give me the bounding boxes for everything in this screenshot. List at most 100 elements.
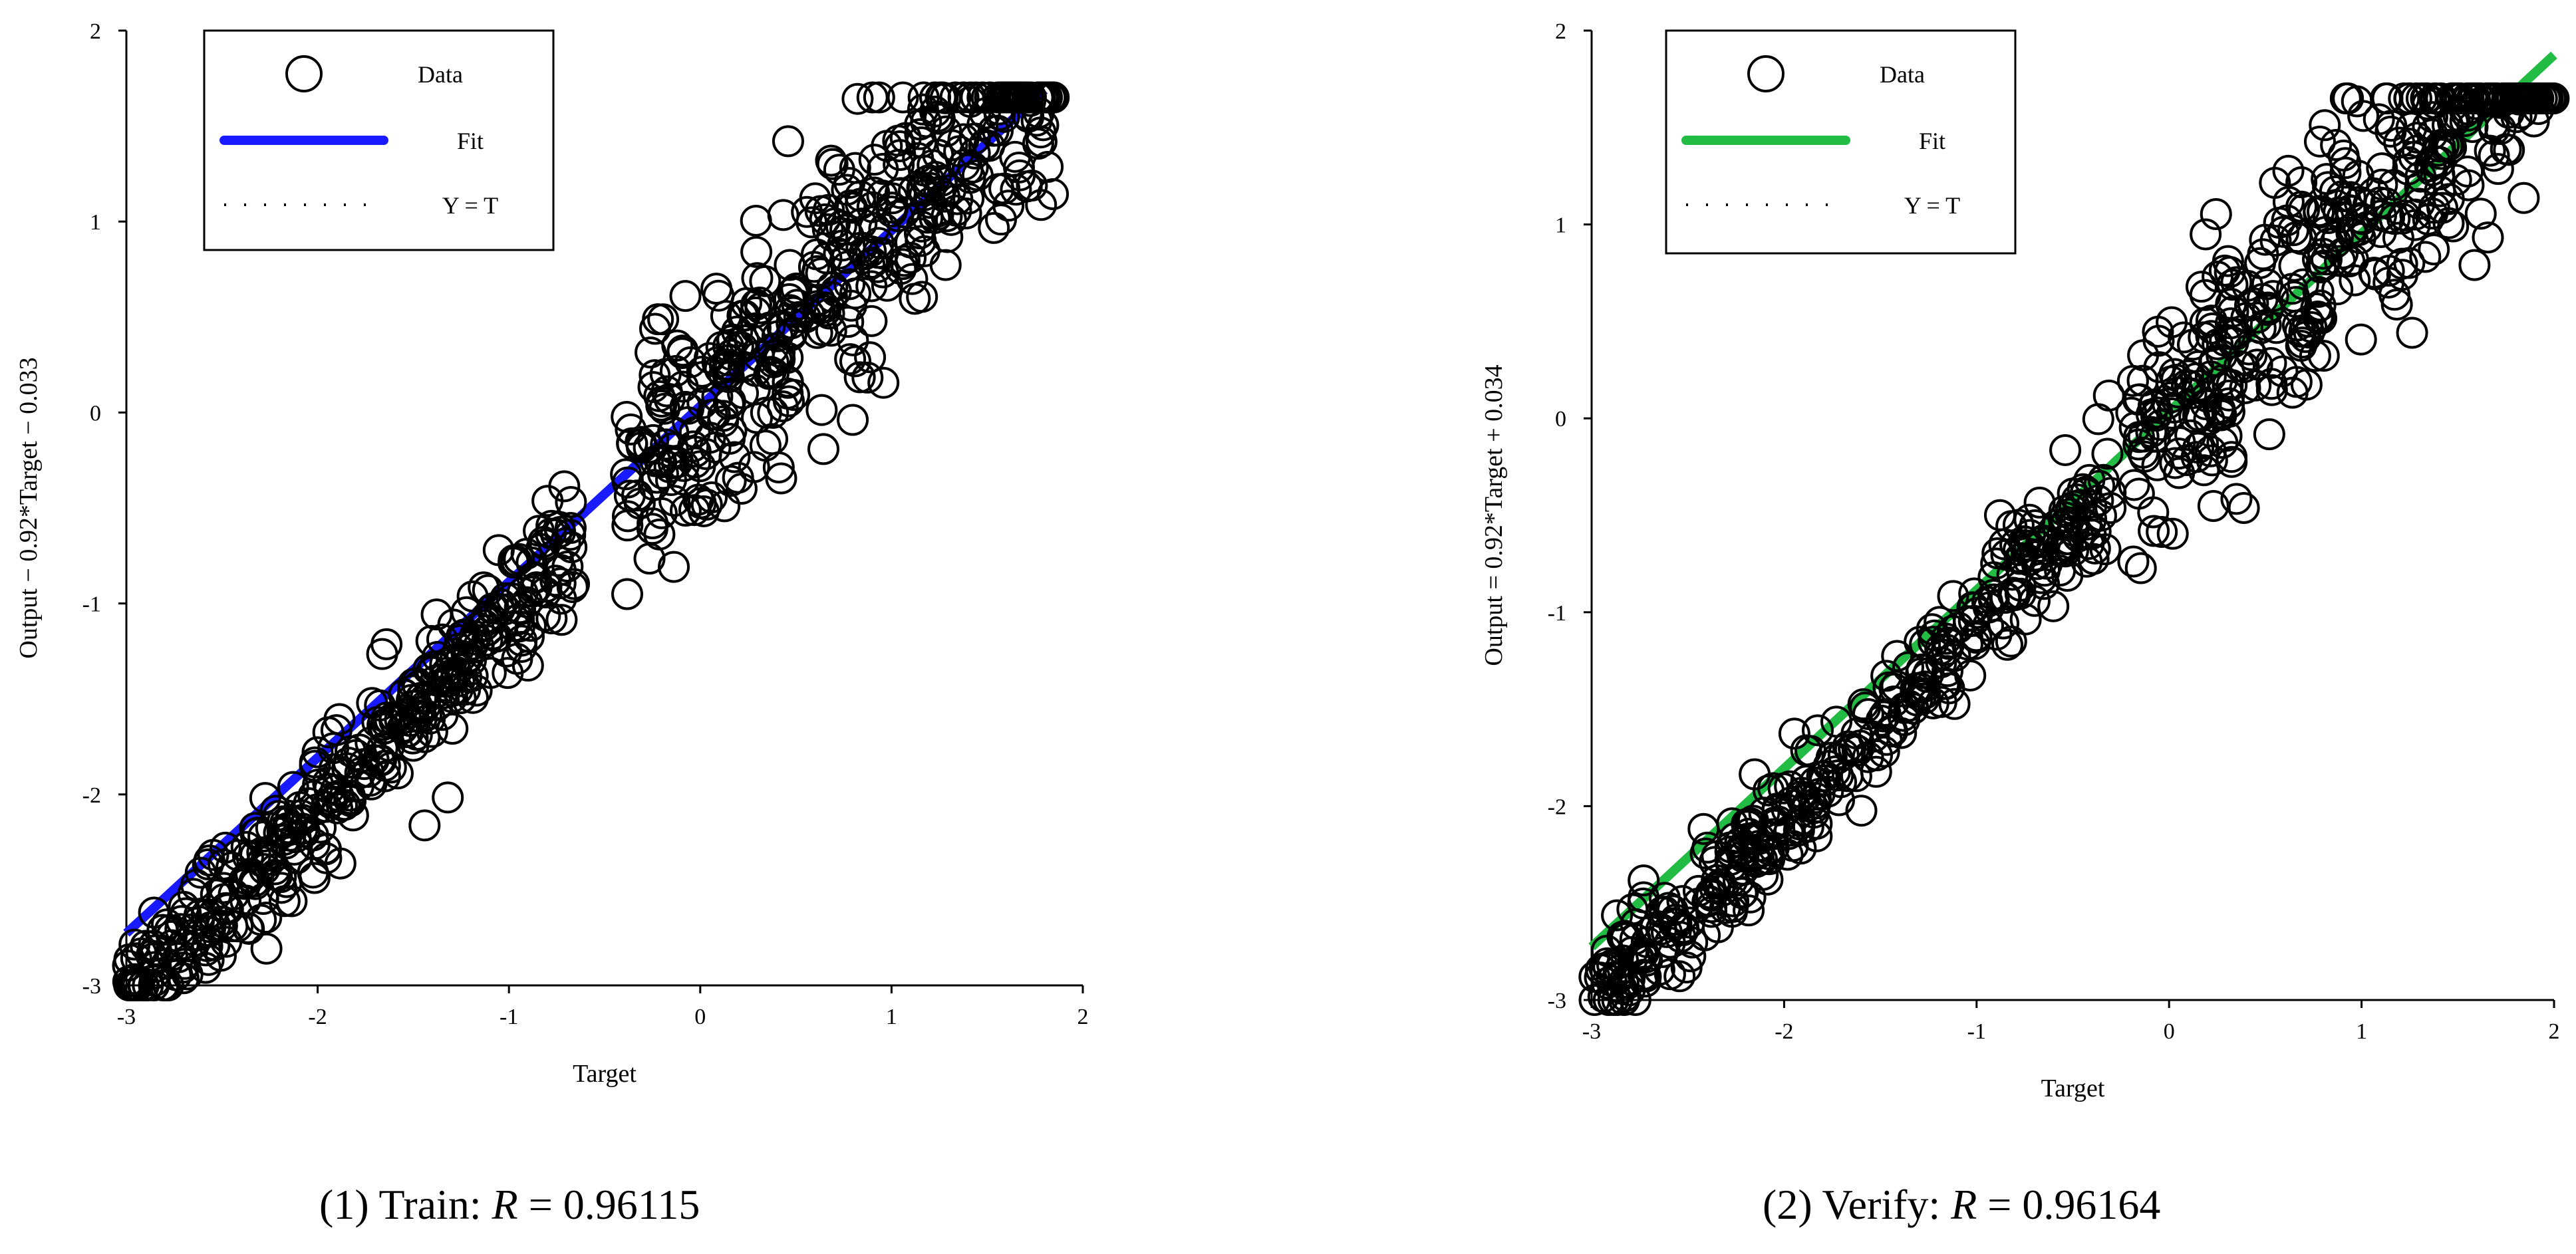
data-point — [1987, 607, 2020, 640]
data-point — [452, 640, 484, 673]
data-point — [2373, 201, 2406, 234]
data-point — [2073, 463, 2106, 496]
data-point — [883, 148, 915, 181]
data-point — [718, 441, 751, 473]
y-tick-label: -1 — [82, 592, 101, 617]
data-point — [694, 422, 726, 454]
data-point — [1790, 734, 1822, 767]
data-point — [1806, 760, 1838, 793]
data-point — [1777, 830, 1809, 862]
data-point — [884, 130, 917, 163]
data-point — [613, 479, 646, 512]
data-point — [265, 872, 298, 904]
data-point — [2156, 517, 2189, 550]
data-point — [230, 863, 263, 896]
data-point — [2152, 388, 2184, 420]
data-point — [809, 203, 841, 235]
data-point — [1707, 874, 1739, 907]
data-point — [420, 664, 452, 697]
data-point — [922, 138, 954, 171]
data-point — [708, 359, 740, 392]
data-point — [2369, 82, 2402, 115]
data-point — [167, 928, 200, 960]
data-point — [1628, 864, 1660, 897]
data-point — [999, 140, 1032, 173]
data-point — [2190, 218, 2222, 251]
train-caption-r-symbol: R — [492, 1181, 518, 1228]
data-point — [2180, 362, 2212, 395]
data-point — [2272, 186, 2305, 218]
data-point — [2193, 403, 2225, 436]
x-tick-label: 1 — [2356, 1019, 2367, 1044]
data-point — [895, 241, 927, 274]
data-point — [1870, 723, 1903, 756]
data-points — [1578, 82, 2570, 1016]
data-point — [773, 283, 805, 315]
data-point — [2229, 372, 2261, 404]
data-point — [837, 324, 869, 356]
data-point — [1845, 795, 1878, 827]
data-point — [904, 108, 936, 141]
x-tick-label: 2 — [2549, 1019, 2560, 1044]
data-point — [250, 932, 283, 965]
data-point — [990, 81, 1023, 114]
data-point — [2452, 156, 2484, 188]
data-point — [1626, 939, 1658, 971]
data-point — [797, 251, 830, 283]
data-point — [2309, 109, 2341, 142]
data-point — [545, 582, 577, 615]
data-point — [939, 81, 972, 114]
data-point — [700, 273, 733, 305]
data-point — [952, 182, 985, 215]
data-point — [2343, 214, 2375, 247]
data-point — [2200, 197, 2232, 230]
data-point — [2383, 126, 2416, 159]
data-point — [1739, 758, 1771, 791]
data-point — [2159, 447, 2192, 479]
data-point — [511, 650, 544, 682]
data-point — [823, 154, 855, 186]
data-point — [348, 748, 380, 781]
data-point — [686, 355, 718, 388]
data-point — [2123, 421, 2156, 453]
data-point — [1620, 908, 1652, 940]
data-point — [2089, 533, 2122, 566]
data-point — [666, 337, 698, 370]
data-point — [301, 736, 334, 769]
data-point — [2285, 329, 2317, 362]
data-point — [2364, 186, 2396, 219]
data-point — [1025, 189, 1058, 221]
data-point — [646, 385, 678, 418]
data-point — [2324, 245, 2357, 277]
data-point — [854, 341, 887, 374]
data-point — [1660, 908, 1693, 940]
data-point — [1954, 659, 1987, 691]
data-point — [283, 805, 315, 838]
data-point — [757, 346, 789, 378]
verify-caption-r-value: = 0.96164 — [1977, 1181, 2161, 1228]
data-point — [2431, 130, 2464, 162]
data-point — [1731, 810, 1764, 842]
data-point — [2091, 438, 2124, 470]
data-point — [366, 709, 399, 741]
data-point — [1832, 730, 1864, 763]
data-point — [2366, 152, 2398, 185]
data-point — [621, 479, 653, 512]
data-point — [1024, 81, 1056, 114]
data-point — [875, 191, 908, 224]
x-tick-label: -1 — [1967, 1019, 1986, 1044]
data-point — [1951, 628, 1983, 661]
data-point — [669, 280, 702, 313]
data-point — [1663, 960, 1696, 993]
data-point — [1036, 81, 1068, 114]
data-point — [2138, 388, 2171, 421]
y-tick-label: 2 — [1555, 19, 1566, 44]
data-point — [366, 638, 398, 670]
data-point — [637, 424, 670, 456]
data-point — [2458, 249, 2491, 281]
data-point — [832, 219, 865, 252]
data-point — [766, 390, 799, 423]
data-point — [2025, 562, 2058, 594]
data-point — [416, 715, 448, 748]
data-point — [118, 928, 151, 961]
